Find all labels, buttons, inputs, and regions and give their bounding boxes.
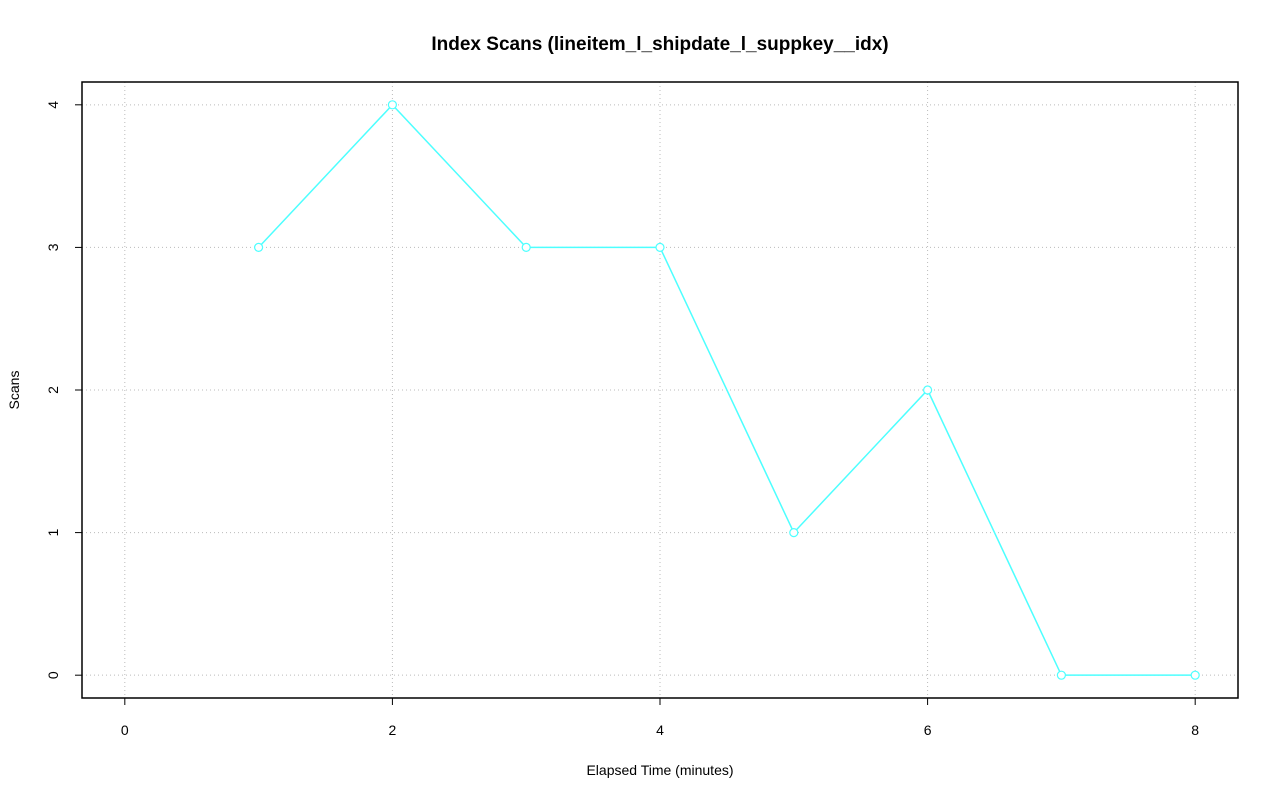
point bbox=[1190, 670, 1200, 680]
x-tick-label: 2 bbox=[389, 722, 397, 738]
point bbox=[1056, 670, 1066, 680]
y-axis-label: Scans bbox=[6, 371, 22, 410]
point bbox=[521, 242, 531, 253]
y-tick-label: 3 bbox=[45, 243, 61, 251]
point bbox=[789, 527, 799, 538]
plot-frame bbox=[81, 81, 1239, 699]
point bbox=[655, 242, 665, 253]
chart-title: Index Scans (lineitem_l_shipdate_l_suppk… bbox=[431, 34, 888, 55]
point bbox=[922, 385, 933, 395]
x-tick-label: 0 bbox=[121, 722, 129, 738]
x-tick-label: 8 bbox=[1191, 722, 1199, 738]
x-tick-label: 4 bbox=[656, 722, 664, 738]
point bbox=[387, 100, 398, 110]
y-tick-label: 2 bbox=[45, 386, 61, 394]
x-tick-label: 6 bbox=[924, 722, 932, 738]
x-axis-label: Elapsed Time (minutes) bbox=[586, 762, 733, 778]
point bbox=[254, 242, 264, 253]
y-tick-label: 1 bbox=[45, 528, 61, 536]
y-tick-label: 4 bbox=[45, 101, 61, 109]
line bbox=[258, 103, 1196, 676]
y-tick-label: 0 bbox=[45, 671, 61, 679]
